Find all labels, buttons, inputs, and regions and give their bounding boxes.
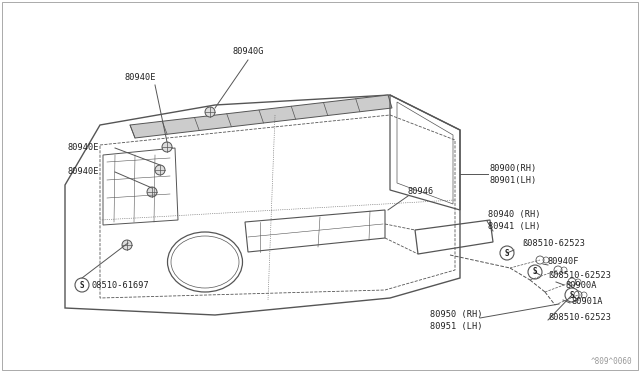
Polygon shape [130, 95, 392, 138]
Text: 80900(RH): 80900(RH) [490, 164, 537, 173]
Text: 08510-61697: 08510-61697 [92, 280, 150, 289]
Text: 80940F: 80940F [548, 257, 579, 266]
Text: S: S [570, 291, 574, 299]
Text: 80940E: 80940E [124, 74, 156, 83]
Text: S: S [532, 267, 538, 276]
Circle shape [147, 187, 157, 197]
Text: 80940E: 80940E [68, 144, 99, 153]
Circle shape [155, 165, 165, 175]
Text: 80940 (RH): 80940 (RH) [488, 211, 541, 219]
Text: ^809^0060: ^809^0060 [590, 357, 632, 366]
Text: S: S [505, 248, 509, 257]
Text: 80900A: 80900A [565, 282, 596, 291]
Circle shape [122, 240, 132, 250]
Text: 80941 (LH): 80941 (LH) [488, 222, 541, 231]
Text: 80901(LH): 80901(LH) [490, 176, 537, 185]
Circle shape [162, 142, 172, 152]
Text: 80940G: 80940G [232, 48, 264, 57]
Text: S: S [80, 280, 84, 289]
Text: 80901A: 80901A [572, 298, 604, 307]
Text: 80946: 80946 [408, 187, 435, 196]
Circle shape [205, 107, 215, 117]
Text: ß08510-62523: ß08510-62523 [548, 314, 611, 323]
Text: 80951 (LH): 80951 (LH) [430, 323, 483, 331]
Text: ß08510-62523: ß08510-62523 [522, 238, 585, 247]
Text: 80940E: 80940E [68, 167, 99, 176]
Text: ß08510-62523: ß08510-62523 [548, 272, 611, 280]
Text: 80950 (RH): 80950 (RH) [430, 311, 483, 320]
